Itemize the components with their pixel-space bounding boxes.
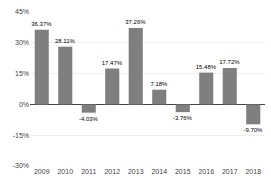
svg-text:2013: 2013 bbox=[128, 168, 144, 175]
svg-text:2017: 2017 bbox=[222, 168, 238, 175]
svg-text:-9.70%: -9.70% bbox=[243, 127, 263, 133]
svg-text:30%: 30% bbox=[15, 39, 29, 46]
svg-text:17.72%: 17.72% bbox=[219, 59, 240, 65]
svg-text:-3.76%: -3.76% bbox=[173, 115, 193, 121]
svg-text:36.37%: 36.37% bbox=[31, 21, 52, 27]
svg-text:17.47%: 17.47% bbox=[102, 60, 123, 66]
svg-text:-15%: -15% bbox=[13, 132, 29, 139]
svg-text:2009: 2009 bbox=[34, 168, 50, 175]
svg-text:0%: 0% bbox=[19, 101, 29, 108]
svg-text:7.18%: 7.18% bbox=[150, 81, 168, 87]
svg-text:2018: 2018 bbox=[245, 168, 261, 175]
svg-text:37.26%: 37.26% bbox=[125, 19, 146, 25]
svg-text:28.11%: 28.11% bbox=[55, 38, 76, 44]
svg-text:2012: 2012 bbox=[104, 168, 120, 175]
svg-text:-4.03%: -4.03% bbox=[79, 116, 99, 122]
svg-text:15.48%: 15.48% bbox=[196, 64, 217, 70]
svg-text:2010: 2010 bbox=[57, 168, 73, 175]
svg-text:2011: 2011 bbox=[81, 168, 96, 175]
svg-text:15%: 15% bbox=[15, 70, 29, 77]
svg-text:2015: 2015 bbox=[175, 168, 191, 175]
svg-text:2016: 2016 bbox=[198, 168, 214, 175]
svg-text:-30%: -30% bbox=[13, 162, 29, 169]
svg-text:45%: 45% bbox=[15, 8, 29, 15]
svg-text:2014: 2014 bbox=[151, 168, 167, 175]
